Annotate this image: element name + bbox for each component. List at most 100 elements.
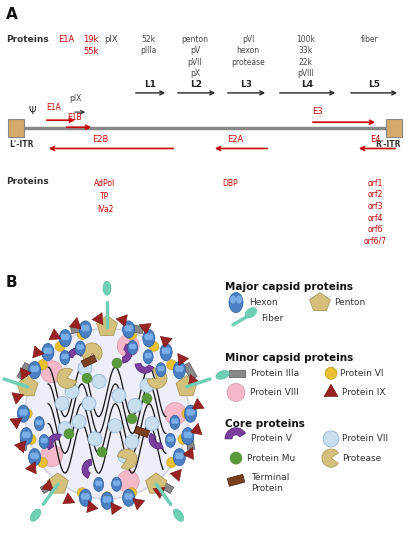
Ellipse shape xyxy=(81,324,86,332)
Text: pIIIa: pIIIa xyxy=(139,46,156,56)
Text: orf6: orf6 xyxy=(366,226,382,234)
Circle shape xyxy=(40,444,63,466)
Text: orf6/7: orf6/7 xyxy=(363,237,386,246)
Ellipse shape xyxy=(165,347,170,354)
Ellipse shape xyxy=(147,353,151,359)
Circle shape xyxy=(72,415,86,429)
FancyBboxPatch shape xyxy=(8,119,24,138)
Text: pVI: pVI xyxy=(241,35,254,45)
Circle shape xyxy=(145,417,159,431)
Ellipse shape xyxy=(174,419,178,424)
Text: L3: L3 xyxy=(240,80,252,89)
Ellipse shape xyxy=(128,324,133,332)
Ellipse shape xyxy=(106,496,111,503)
Circle shape xyxy=(128,399,142,412)
Ellipse shape xyxy=(34,365,39,372)
Ellipse shape xyxy=(98,481,102,486)
Circle shape xyxy=(126,488,136,498)
Text: Minor capsid proteins: Minor capsid proteins xyxy=(225,353,353,363)
Ellipse shape xyxy=(17,405,29,422)
Circle shape xyxy=(37,458,47,468)
Ellipse shape xyxy=(169,437,173,442)
Polygon shape xyxy=(323,384,337,397)
Ellipse shape xyxy=(160,343,172,361)
Text: Hexon: Hexon xyxy=(248,298,277,307)
Wedge shape xyxy=(147,368,166,388)
Text: Protein VI: Protein VI xyxy=(339,368,382,378)
Circle shape xyxy=(229,452,241,464)
Ellipse shape xyxy=(184,405,196,422)
Text: orf2: orf2 xyxy=(366,190,382,200)
Ellipse shape xyxy=(124,493,129,500)
Text: 55k: 55k xyxy=(83,47,98,57)
Ellipse shape xyxy=(36,420,40,425)
Text: L5: L5 xyxy=(367,80,379,89)
Circle shape xyxy=(82,397,96,411)
Text: L4: L4 xyxy=(301,80,313,89)
Polygon shape xyxy=(188,375,199,387)
Ellipse shape xyxy=(155,363,166,377)
Text: pVII: pVII xyxy=(187,58,202,67)
Wedge shape xyxy=(67,348,86,358)
Polygon shape xyxy=(96,315,117,336)
Text: DBP: DBP xyxy=(222,179,237,188)
Text: A: A xyxy=(6,7,18,22)
Ellipse shape xyxy=(30,509,40,521)
Text: AdPol: AdPol xyxy=(94,179,115,188)
Ellipse shape xyxy=(122,489,135,507)
Ellipse shape xyxy=(216,371,229,380)
Ellipse shape xyxy=(128,493,133,500)
Circle shape xyxy=(37,360,47,370)
Ellipse shape xyxy=(165,433,175,447)
Text: 19k: 19k xyxy=(83,35,98,45)
Polygon shape xyxy=(86,500,98,513)
Text: orf1: orf1 xyxy=(366,179,382,188)
Ellipse shape xyxy=(79,321,91,338)
Text: E2A: E2A xyxy=(226,135,243,145)
Ellipse shape xyxy=(143,350,153,364)
Circle shape xyxy=(55,342,65,351)
Wedge shape xyxy=(47,434,61,450)
Text: Protein Mu: Protein Mu xyxy=(246,454,294,463)
Ellipse shape xyxy=(30,453,36,459)
Polygon shape xyxy=(25,462,36,474)
Ellipse shape xyxy=(22,431,27,438)
Text: orf3: orf3 xyxy=(366,202,382,211)
Circle shape xyxy=(322,431,338,447)
Polygon shape xyxy=(145,473,166,493)
Circle shape xyxy=(102,326,112,336)
Text: 52k: 52k xyxy=(141,35,155,45)
Text: Protein VIII: Protein VIII xyxy=(249,388,298,397)
Text: R'-ITR: R'-ITR xyxy=(375,140,400,150)
Wedge shape xyxy=(57,368,76,388)
Wedge shape xyxy=(135,364,154,373)
Polygon shape xyxy=(309,293,330,311)
Circle shape xyxy=(118,449,132,463)
Ellipse shape xyxy=(81,493,86,500)
Circle shape xyxy=(181,409,191,419)
Ellipse shape xyxy=(178,365,183,372)
Text: pV: pV xyxy=(189,46,200,56)
Circle shape xyxy=(117,335,139,357)
Circle shape xyxy=(92,374,106,388)
Ellipse shape xyxy=(76,344,81,350)
Ellipse shape xyxy=(19,409,24,416)
Text: pVIII: pVIII xyxy=(297,69,314,78)
Polygon shape xyxy=(190,423,202,434)
Text: L'-ITR: L'-ITR xyxy=(9,140,34,150)
Ellipse shape xyxy=(79,489,91,507)
Text: E4: E4 xyxy=(369,135,379,145)
Ellipse shape xyxy=(112,480,117,486)
Polygon shape xyxy=(19,433,29,450)
Polygon shape xyxy=(92,312,103,325)
Ellipse shape xyxy=(236,295,241,304)
Ellipse shape xyxy=(160,366,164,371)
Polygon shape xyxy=(63,493,74,504)
Polygon shape xyxy=(192,398,204,409)
Ellipse shape xyxy=(181,427,193,445)
Text: pIX: pIX xyxy=(104,35,117,45)
Circle shape xyxy=(55,476,65,486)
Wedge shape xyxy=(122,344,132,363)
Polygon shape xyxy=(227,474,244,486)
Ellipse shape xyxy=(183,431,188,438)
